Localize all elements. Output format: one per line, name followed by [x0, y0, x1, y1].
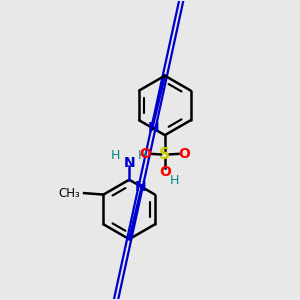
Text: H: H: [138, 149, 147, 162]
Text: O: O: [139, 147, 151, 161]
Text: CH₃: CH₃: [58, 187, 80, 200]
Text: N: N: [123, 156, 135, 170]
Text: O: O: [178, 147, 190, 161]
Text: H: H: [170, 174, 179, 187]
Text: N: N: [148, 121, 159, 135]
Text: N: N: [135, 180, 146, 194]
Text: O: O: [159, 165, 171, 179]
Text: H: H: [111, 149, 121, 162]
Text: S: S: [159, 147, 170, 162]
